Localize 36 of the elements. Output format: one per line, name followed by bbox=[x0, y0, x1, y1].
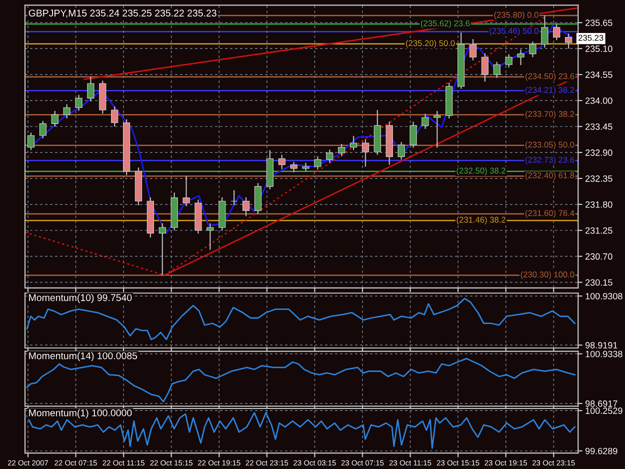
ref-line-label: (232.40) 61.8 bbox=[525, 172, 574, 180]
y-tick-label: 98.9191 bbox=[585, 342, 618, 348]
chart-title: GBPJPY,M15 235.24 235.25 235.22 235.23 bbox=[28, 10, 216, 18]
y-tick-label: 100.2529 bbox=[586, 408, 622, 414]
y-tick-label: 230.15 bbox=[586, 279, 612, 286]
y-tick-label: 232.90 bbox=[586, 149, 612, 156]
chart-title: Momentum(14) 100.0085 bbox=[29, 352, 138, 362]
ref-line-label: (231.60) 76.4 bbox=[525, 210, 574, 218]
ref-line-label: (235.20) 50.0 bbox=[406, 40, 455, 48]
ref-line-label: (231.46) 38.2 bbox=[456, 216, 506, 224]
y-tick-label: 233.45 bbox=[586, 123, 612, 130]
ref-line-label: (232.50) 38.2 bbox=[456, 167, 506, 176]
y-tick-label: 231.80 bbox=[586, 201, 612, 208]
ref-line-label: (235.46) 50.0 bbox=[490, 28, 538, 36]
ref-line-label: (230.30) 100.0 bbox=[520, 271, 574, 280]
ref-line-label: (233.05) 50.0 bbox=[525, 142, 574, 150]
ref-line-label: (232.73) 23.6 bbox=[525, 156, 574, 164]
chart-title: Momentum(1) 100.0000 bbox=[29, 409, 132, 418]
y-tick-label: 235.65 bbox=[586, 20, 612, 26]
ref-line-label: (234.50) 23.6 bbox=[525, 73, 574, 81]
y-tick-label: 234.00 bbox=[586, 97, 612, 104]
y-tick-label: 100.9308 bbox=[586, 293, 622, 300]
annotation: 235.23 bbox=[578, 34, 604, 41]
y-tick-label: 98.6917 bbox=[585, 400, 618, 407]
y-tick-label: 99.6289 bbox=[585, 448, 618, 454]
ref-line-label: (235.80) 0.0 bbox=[494, 12, 538, 20]
y-tick-label: 235.10 bbox=[586, 46, 612, 52]
ref-line-label: (235.62) 23.6 bbox=[420, 20, 470, 28]
y-tick-label: 100.9338 bbox=[586, 350, 622, 358]
y-tick-label: 232.35 bbox=[586, 175, 612, 182]
chart-title: Momentum(10) 99.7540 bbox=[29, 294, 132, 304]
ref-line-label: (233.70) 38.2 bbox=[525, 110, 574, 119]
ref-line-label: (234.21) 38.2 bbox=[525, 86, 574, 94]
y-tick-label: 230.70 bbox=[586, 253, 612, 260]
y-tick-label: 234.55 bbox=[586, 72, 612, 78]
y-tick-label: 231.25 bbox=[586, 227, 612, 234]
